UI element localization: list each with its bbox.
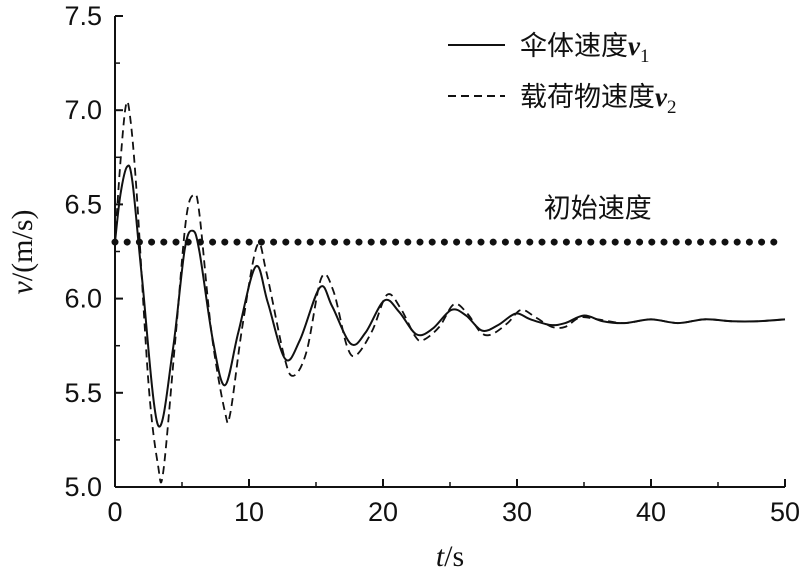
- annotation-initial-speed: 初始速度: [544, 194, 652, 225]
- y-tick-label: 7.5: [64, 1, 102, 31]
- x-tick-label: 50: [770, 497, 800, 527]
- y-tick-label: 5.0: [64, 472, 102, 502]
- x-axis-label: t/s: [436, 540, 464, 573]
- y-tick-label: 6.0: [64, 284, 102, 314]
- y-tick-label: 7.0: [64, 95, 102, 125]
- x-tick-label: 40: [636, 497, 666, 527]
- x-tick-label: 10: [234, 497, 264, 527]
- series-canopy-line: [114, 164, 786, 428]
- x-tick-label: 30: [502, 497, 532, 527]
- series-payload-line: [114, 100, 786, 484]
- axes: 0 10 20 30 40 50 5.0 5.5 6.0 6.5 7.0 7.5: [64, 1, 800, 527]
- y-axis-label: v/(m/s): [6, 210, 39, 295]
- legend-payload-label: 载荷物速度v2: [520, 82, 676, 118]
- y-tick-label: 6.5: [64, 189, 102, 219]
- x-tick-label: 20: [368, 497, 398, 527]
- x-tick-label: 0: [107, 497, 122, 527]
- legend-canopy-label: 伞体速度v1: [520, 31, 649, 67]
- series-layer: [111, 100, 789, 484]
- labels: t/s v/(m/s) 伞体速度v1 载荷物速度v2 初始速度: [6, 31, 676, 573]
- y-tick-label: 5.5: [64, 378, 102, 408]
